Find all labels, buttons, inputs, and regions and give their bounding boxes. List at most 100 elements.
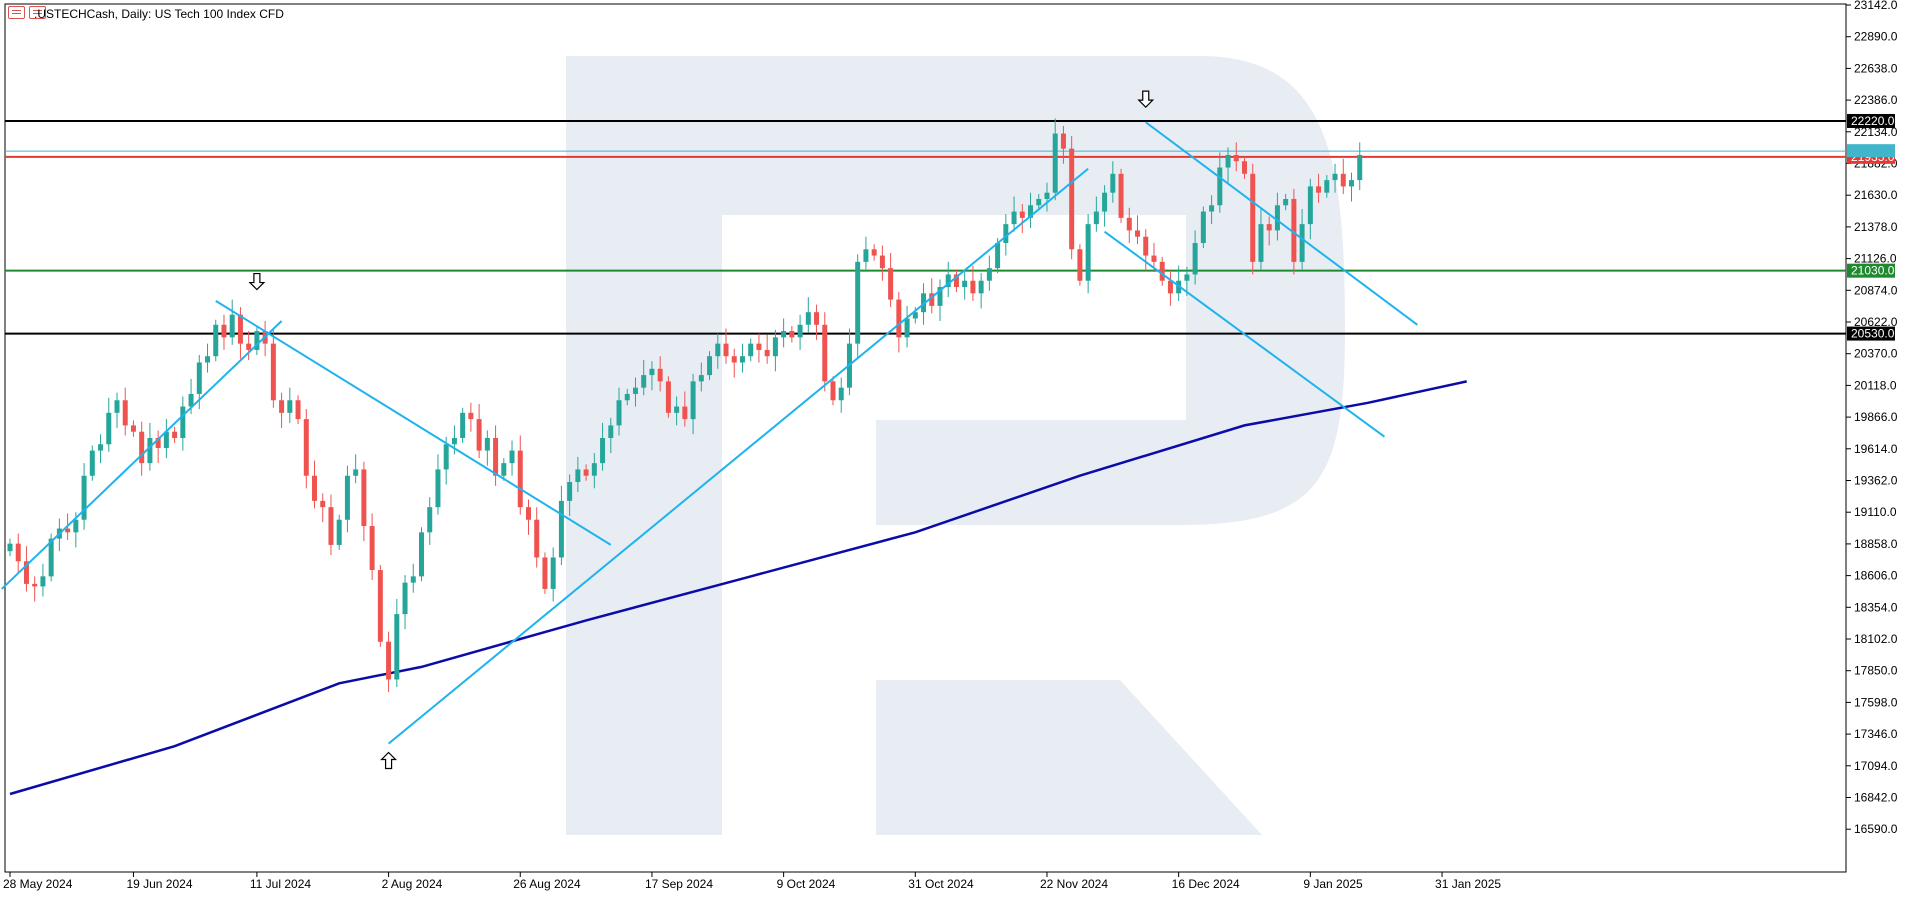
candle[interactable]: [739, 343, 745, 373]
candle[interactable]: [1250, 163, 1256, 275]
candle[interactable]: [978, 273, 984, 309]
candle[interactable]: [822, 312, 828, 392]
candle[interactable]: [1052, 118, 1058, 201]
candle[interactable]: [608, 417, 614, 454]
candle[interactable]: [789, 326, 795, 343]
candle[interactable]: [15, 533, 21, 574]
candle[interactable]: [1093, 196, 1099, 232]
candle[interactable]: [665, 376, 671, 418]
candle[interactable]: [1307, 178, 1313, 240]
candle[interactable]: [698, 362, 704, 392]
candle[interactable]: [1242, 156, 1247, 179]
candle[interactable]: [130, 420, 136, 437]
candle[interactable]: [550, 547, 556, 602]
candle[interactable]: [953, 269, 959, 293]
candle[interactable]: [1167, 270, 1173, 306]
candle[interactable]: [229, 299, 235, 345]
candle[interactable]: [1225, 147, 1231, 183]
candle[interactable]: [1118, 168, 1124, 223]
candle[interactable]: [501, 458, 507, 481]
candle[interactable]: [756, 333, 762, 363]
candle[interactable]: [369, 513, 375, 581]
candle[interactable]: [1233, 142, 1239, 172]
candle[interactable]: [616, 387, 622, 436]
candle[interactable]: [1044, 182, 1050, 212]
candle[interactable]: [402, 575, 408, 630]
candle[interactable]: [1159, 256, 1165, 286]
candle[interactable]: [509, 440, 515, 476]
candle[interactable]: [1077, 244, 1083, 286]
candle[interactable]: [394, 598, 400, 688]
candle[interactable]: [287, 387, 293, 423]
candle[interactable]: [1217, 152, 1223, 213]
candle[interactable]: [591, 453, 597, 489]
candle[interactable]: [542, 552, 548, 594]
candle[interactable]: [682, 391, 688, 427]
candle[interactable]: [690, 373, 696, 435]
candle[interactable]: [888, 253, 894, 308]
candle[interactable]: [89, 445, 95, 481]
candle[interactable]: [1340, 158, 1346, 194]
candle[interactable]: [1357, 142, 1363, 191]
candle[interactable]: [270, 328, 276, 408]
candle[interactable]: [493, 425, 499, 486]
candle[interactable]: [657, 356, 663, 392]
candle[interactable]: [1274, 192, 1280, 241]
candle[interactable]: [945, 261, 951, 298]
candle[interactable]: [254, 326, 260, 355]
candle[interactable]: [468, 402, 474, 432]
candle[interactable]: [451, 425, 457, 455]
candle[interactable]: [386, 631, 392, 693]
candle[interactable]: [353, 454, 359, 484]
candle[interactable]: [641, 359, 647, 396]
candle[interactable]: [855, 254, 861, 359]
candle[interactable]: [172, 426, 178, 444]
candle[interactable]: [361, 461, 367, 542]
candle[interactable]: [1126, 207, 1132, 244]
candle[interactable]: [715, 333, 721, 369]
candle[interactable]: [558, 485, 564, 566]
candle[interactable]: [410, 563, 416, 593]
moving-average-line[interactable]: [9, 380, 1467, 796]
candle[interactable]: [1324, 175, 1330, 198]
candle[interactable]: [781, 318, 787, 348]
trendline[interactable]: [387, 168, 1089, 745]
candle[interactable]: [797, 314, 803, 350]
candle[interactable]: [1332, 163, 1338, 193]
trendline[interactable]: [1103, 230, 1386, 438]
candle[interactable]: [1258, 209, 1264, 270]
candle[interactable]: [600, 422, 606, 471]
candle[interactable]: [871, 244, 877, 261]
candle[interactable]: [320, 493, 326, 523]
candle[interactable]: [1192, 230, 1198, 285]
candle[interactable]: [246, 331, 252, 360]
candle[interactable]: [460, 407, 466, 444]
trendline[interactable]: [1145, 121, 1418, 326]
candle[interactable]: [1348, 172, 1354, 202]
chart-list-icon[interactable]: [8, 6, 25, 19]
candle[interactable]: [830, 376, 836, 406]
candle[interactable]: [748, 338, 754, 362]
candle[interactable]: [295, 395, 301, 425]
candle[interactable]: [344, 465, 350, 533]
candle[interactable]: [937, 279, 943, 321]
candle[interactable]: [312, 460, 318, 509]
candle[interactable]: [904, 305, 910, 348]
candle[interactable]: [1019, 204, 1025, 233]
candle[interactable]: [23, 546, 29, 592]
candle[interactable]: [525, 499, 531, 535]
trendline[interactable]: [215, 300, 612, 546]
candle[interactable]: [303, 409, 309, 489]
candle[interactable]: [814, 304, 820, 340]
candle[interactable]: [772, 329, 778, 372]
candle[interactable]: [328, 494, 334, 555]
candle[interactable]: [838, 377, 844, 413]
candle[interactable]: [1028, 192, 1034, 228]
candle[interactable]: [336, 514, 342, 550]
candle[interactable]: [427, 497, 433, 545]
candle[interactable]: [419, 527, 424, 582]
candle[interactable]: [764, 334, 770, 364]
candle[interactable]: [377, 565, 383, 647]
candle[interactable]: [484, 430, 490, 466]
